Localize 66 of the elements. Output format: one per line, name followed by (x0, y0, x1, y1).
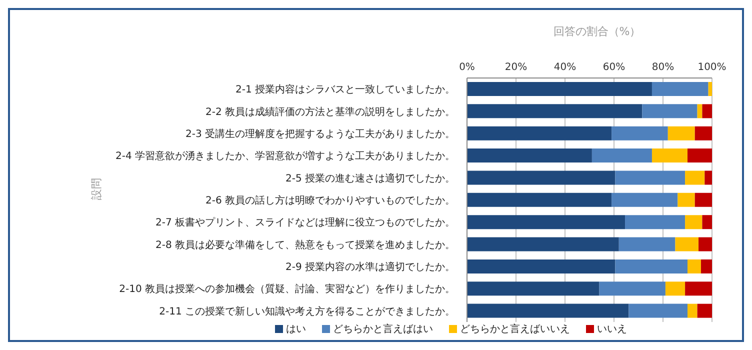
bar (702, 104, 712, 118)
x-tick-label: 40% (554, 62, 576, 73)
bar (702, 215, 712, 230)
bar (688, 259, 701, 274)
x-tick-label: 0% (459, 62, 475, 73)
bar (467, 215, 626, 230)
bar (698, 237, 712, 252)
bar (697, 304, 712, 318)
x-tick-label: 60% (602, 62, 626, 73)
bar (652, 148, 688, 163)
bar (675, 237, 699, 252)
bar (467, 304, 629, 318)
bar (467, 237, 619, 252)
x-tick-label: 20% (504, 62, 528, 73)
bar (625, 215, 686, 230)
bar (694, 126, 712, 140)
bar (612, 192, 678, 207)
bar (700, 259, 712, 274)
bar (685, 170, 705, 185)
bar (467, 82, 652, 96)
y-tick-label: 2-10 教員は授業への参加機会（質疑、討論、実習など）を作りましたか。 (119, 283, 455, 296)
bar (612, 126, 668, 140)
legend-label: どちらかと言えばはい (333, 322, 433, 336)
y-tick-label: 2-6 教員の話し方は明瞭でわかりやすいものでしたか。 (205, 194, 455, 206)
bar (652, 82, 708, 96)
bar (467, 104, 642, 118)
bar (708, 82, 712, 96)
bar (467, 148, 592, 163)
y-tick-label: 2-8 教員は必要な準備をして、熱意をもって授業を進めましたか。 (155, 238, 455, 251)
bar (615, 259, 688, 274)
legend-label: いいえ (597, 323, 627, 336)
bar (694, 192, 712, 207)
bar (467, 126, 612, 140)
legend-label: はい (286, 323, 306, 336)
bar (688, 148, 712, 163)
bar (685, 282, 712, 296)
y-tick-label: 2-3 受講生の理解度を把握するような工夫がありましたか。 (185, 128, 455, 140)
bar (685, 215, 702, 230)
legend-label: どちらかと言えばいいえ (460, 322, 570, 336)
bar (668, 126, 695, 140)
bar (467, 282, 600, 296)
y-tick-label: 2-9 授業内容の水準は適切でしたか。 (285, 261, 455, 274)
bar (697, 104, 702, 118)
x-axis-title: 回答の割合（%） (552, 24, 642, 39)
bar (467, 170, 616, 185)
bar (467, 259, 616, 274)
bar (704, 170, 712, 185)
y-tick-label: 2-5 授業の進む速さは適切でしたか。 (285, 172, 455, 184)
y-tick-label: 2-11 この授業で新しい知識や考え方を得ることができましたか。 (159, 305, 455, 318)
bar (615, 170, 686, 185)
bar (688, 304, 698, 318)
bar (618, 237, 676, 252)
y-tick-label: 2-2 教員は成績評価の方法と基準の説明をしましたか。 (205, 106, 455, 118)
bar (678, 192, 695, 207)
y-tick-label: 2-1 授業内容はシラバスと一致していましたか。 (235, 84, 455, 96)
y-tick-label: 2-7 板書やプリント、スライドなどは理解に役立つものでしたか。 (155, 216, 455, 229)
bar (599, 282, 666, 296)
bar (665, 282, 686, 296)
x-tick-label: 80% (652, 62, 674, 73)
bar (642, 104, 698, 118)
bar (628, 304, 688, 318)
bar (467, 192, 612, 207)
y-tick-label: 2-4 学習意欲が湧きましたか、学習意欲が増すような工夫がありましたか。 (115, 150, 455, 162)
y-axis-title: 設問 (90, 178, 103, 200)
x-tick-label: 100% (698, 62, 726, 73)
bar (592, 148, 652, 163)
